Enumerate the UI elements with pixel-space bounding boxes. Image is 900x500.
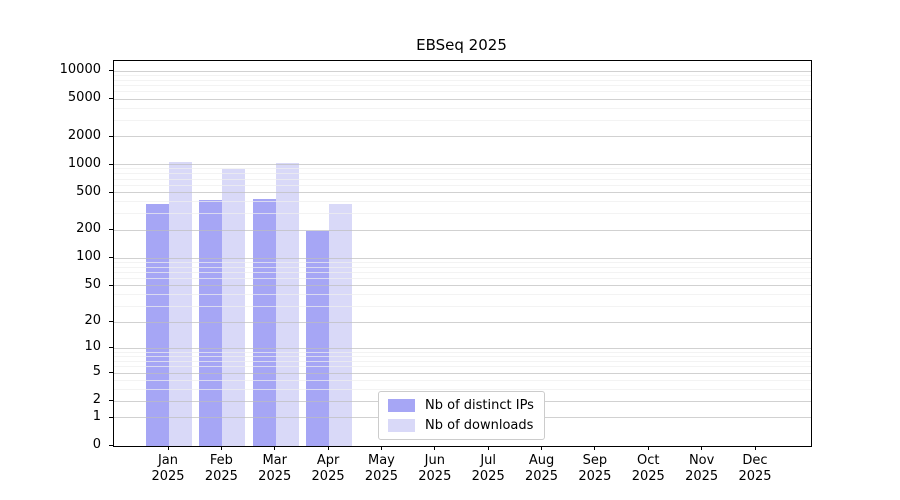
legend-label-distinct-ips: Nb of distinct IPs [425,398,534,413]
minor-gridline-600 [114,184,811,186]
y-tick-mark-5000 [109,98,113,100]
y-tick-label-5000: 5000 [67,90,101,106]
legend: Nb of distinct IPs Nb of downloads [378,391,545,440]
y-tick-label-2000: 2000 [67,127,101,143]
x-tick-label-mar: Mar 2025 [258,453,292,484]
y-tick-mark-1 [109,416,113,418]
x-tick-label-sep: Sep 2025 [578,453,612,484]
x-tick-label-jun: Jun 2025 [418,453,452,484]
x-tick-mark-jan [167,446,169,450]
plot-area: Nb of distinct IPs Nb of downloads [113,60,812,447]
y-tick-label-100: 100 [76,249,101,265]
x-tick-mark-apr [327,446,329,450]
y-axis: 0 1 2 5 10 20 50 100 200 500 1000 2000 5000 10000 [0,60,113,452]
bar-nb-of-distinct-ips-mar [252,198,276,446]
x-tick-mark-feb [220,446,222,450]
y-tick-mark-2 [109,400,113,402]
x-tick-label-feb: Feb 2025 [204,453,238,484]
legend-item-downloads: Nb of downloads [388,418,534,433]
y-tick-label-1: 1 [92,408,101,424]
x-tick-label-aug: Aug 2025 [524,453,559,484]
bar-nb-of-distinct-ips-jan [146,204,169,446]
x-tick-label-jul: Jul 2025 [471,453,505,484]
x-tick-label-jan: Jan 2025 [151,453,185,484]
bar-nb-of-downloads-jan [169,161,192,446]
y-tick-mark-10000 [109,70,113,71]
y-tick-label-500: 500 [76,183,101,199]
y-tick-mark-20 [109,321,113,323]
y-tick-label-20: 20 [84,313,101,329]
y-tick-label-1000: 1000 [67,155,101,171]
y-tick-label-0: 0 [92,437,101,452]
x-tick-mark-dec [754,446,756,450]
y-tick-mark-10 [109,347,113,349]
x-tick-label-apr: Apr 2025 [311,453,345,484]
chart-title: EBSeq 2025 [416,36,507,54]
major-gridline-500 [114,192,811,194]
y-tick-mark-0 [109,445,113,446]
x-tick-label-oct: Oct 2025 [631,453,665,484]
x-tick-label-dec: Dec 2025 [738,453,772,484]
x-tick-mark-jul [487,446,489,450]
bar-nb-of-distinct-ips-feb [199,199,223,446]
x-tick-label-nov: Nov 2025 [685,453,719,484]
y-tick-mark-100 [109,257,113,259]
y-tick-mark-500 [109,191,113,193]
y-tick-mark-1000 [109,163,113,165]
minor-gridline-900 [114,168,811,170]
legend-label-downloads: Nb of downloads [425,418,534,433]
minor-gridline-6000 [114,91,811,93]
y-tick-label-200: 200 [76,221,101,237]
minor-gridline-9000 [114,74,811,76]
x-tick-mark-sep [594,446,596,450]
major-gridline-2000 [114,136,811,137]
y-tick-label-10: 10 [84,339,101,355]
minor-gridline-7000 [114,85,811,87]
x-tick-mark-jun [434,446,436,450]
x-tick-mark-aug [541,446,543,450]
y-tick-label-2: 2 [92,392,101,408]
minor-gridline-4000 [114,107,811,109]
y-tick-mark-200 [109,229,113,231]
x-axis: Jan 2025 Feb 2025 Mar 2025 Apr 2025 May 2025… [113,446,810,498]
legend-swatch-downloads [388,419,415,432]
bar-nb-of-downloads-feb [222,169,246,446]
major-gridline-1000 [114,164,811,166]
legend-swatch-distinct-ips [388,399,415,412]
x-tick-mark-mar [274,446,276,450]
minor-gridline-700 [114,178,811,180]
x-tick-mark-may [380,446,382,450]
y-tick-mark-2000 [109,135,113,137]
y-tick-label-10000: 10000 [59,62,101,77]
y-tick-label-5: 5 [92,364,101,380]
bar-nb-of-downloads-mar [275,162,299,446]
x-tick-label-may: May 2025 [364,453,398,484]
major-gridline-5000 [114,98,811,100]
bar-nb-of-distinct-ips-apr [306,230,330,446]
y-tick-mark-5 [109,372,113,374]
x-tick-mark-nov [701,446,703,450]
minor-gridline-800 [114,173,811,175]
y-tick-label-50: 50 [84,276,101,292]
major-gridline-10000 [114,70,811,72]
minor-gridline-3000 [114,119,811,121]
x-tick-mark-oct [647,446,649,450]
legend-item-distinct-ips: Nb of distinct IPs [388,398,534,413]
minor-gridline-8000 [114,79,811,81]
y-tick-mark-50 [109,284,113,286]
bar-nb-of-downloads-apr [329,203,353,446]
